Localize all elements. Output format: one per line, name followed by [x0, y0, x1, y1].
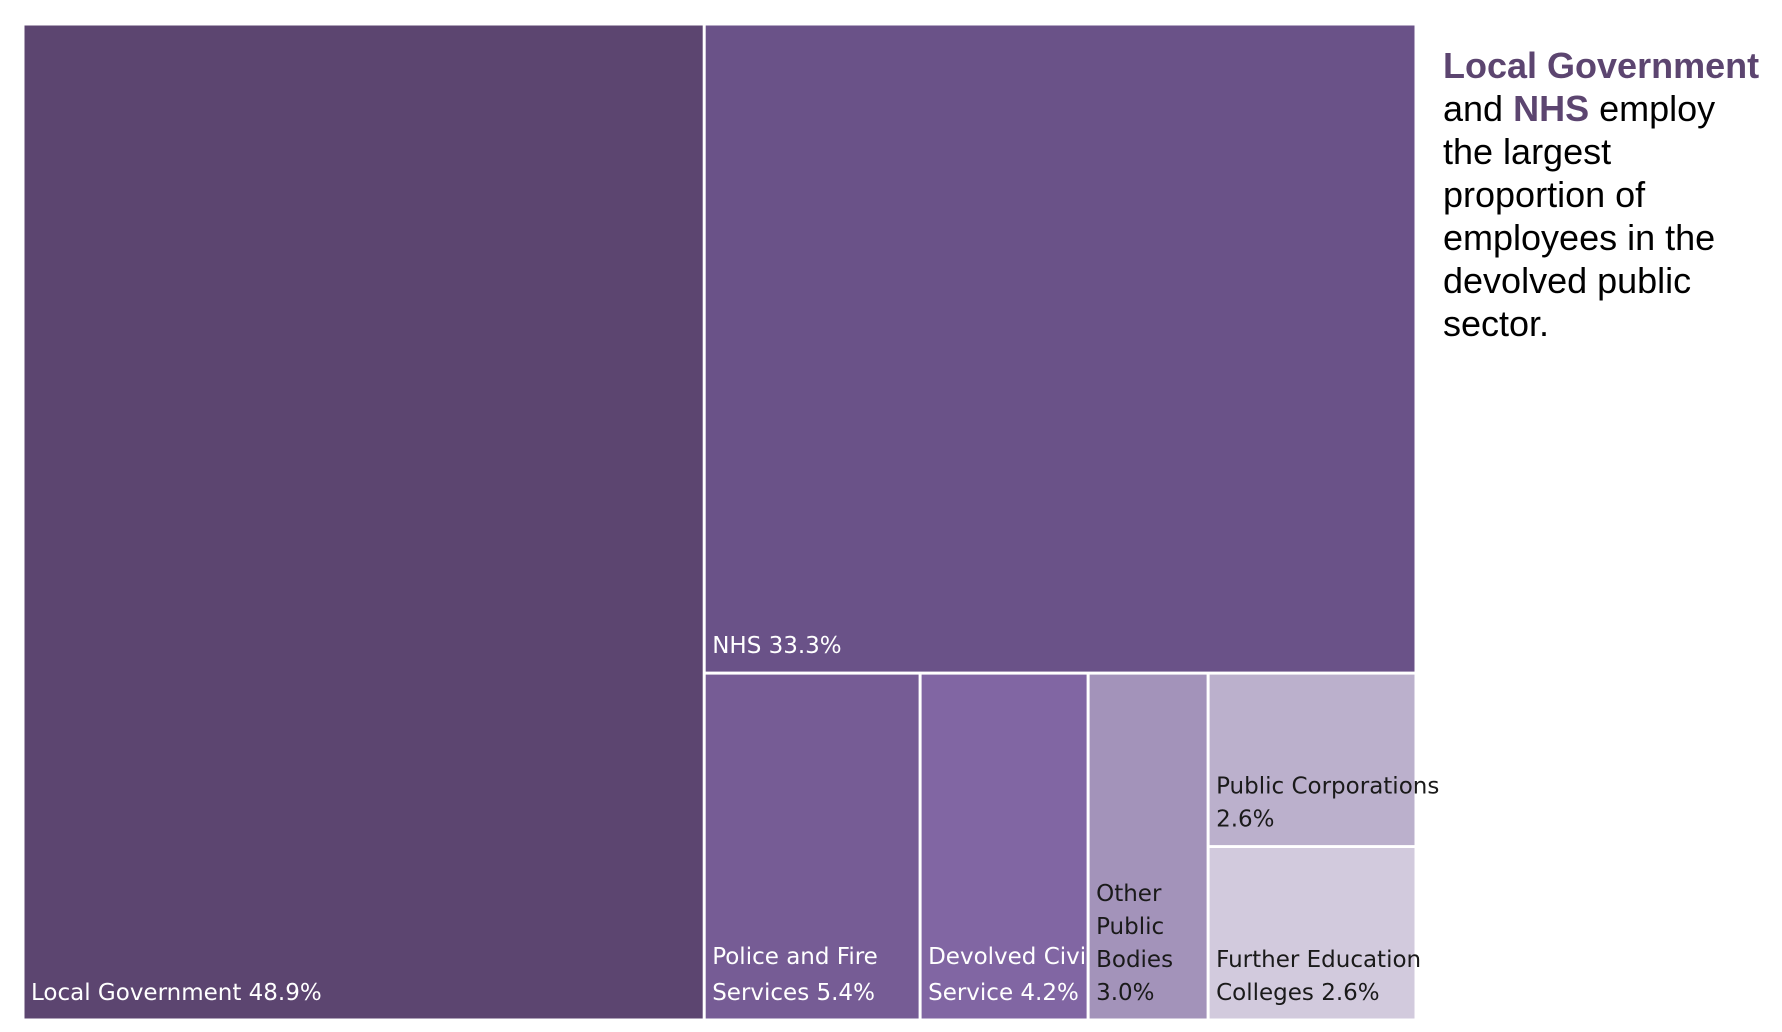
treemap-label-further-education-colleges: Further Education Colleges 2.6% — [1216, 947, 1421, 1006]
treemap-label-police-and-fire-services: Police and Fire Services 5.4% — [712, 944, 878, 1006]
treemap-rect-nhs — [705, 25, 1415, 672]
treemap-rect-police-and-fire-services — [705, 674, 919, 1019]
headline-highlight-nhs: NHS — [1513, 88, 1590, 129]
headline-highlight-local-government: Local Government — [1443, 45, 1760, 86]
treemap-rect-devolved-civil-service — [921, 674, 1087, 1019]
treemap-label-other-public-bodies: Other Public Bodies 3.0% — [1096, 881, 1173, 1006]
treemap-label-nhs: NHS 33.3% — [712, 633, 841, 659]
treemap-cell-other-public-bodies: Other Public Bodies 3.0% — [1089, 674, 1207, 1019]
headline-text-and: and — [1443, 88, 1504, 129]
treemap-cell-public-corporations: Public Corporations 2.6% — [1209, 674, 1439, 846]
treemap-label-devolved-civil-service: Devolved Civil Service 4.2% — [928, 944, 1092, 1006]
treemap-rect-local-government — [24, 25, 703, 1019]
headline-annotation: Local Government and NHS employ the large… — [1443, 44, 1773, 345]
headline-text-rest: employ the largest proportion of employe… — [1443, 88, 1716, 344]
treemap-cell-local-government: Local Government 48.9% — [24, 25, 703, 1019]
treemap-rect-further-education-colleges — [1209, 848, 1415, 1019]
treemap-cell-further-education-colleges: Further Education Colleges 2.6% — [1209, 848, 1421, 1019]
treemap-cell-nhs: NHS 33.3% — [705, 25, 1415, 672]
treemap-cell-devolved-civil-service: Devolved Civil Service 4.2% — [921, 674, 1093, 1019]
treemap-rect-other-public-bodies — [1089, 674, 1207, 1019]
treemap-cell-police-and-fire-services: Police and Fire Services 5.4% — [705, 674, 919, 1019]
treemap-label-local-government: Local Government 48.9% — [31, 980, 322, 1006]
treemap-rect-public-corporations — [1209, 674, 1415, 846]
treemap-label-public-corporations: Public Corporations 2.6% — [1216, 774, 1439, 833]
